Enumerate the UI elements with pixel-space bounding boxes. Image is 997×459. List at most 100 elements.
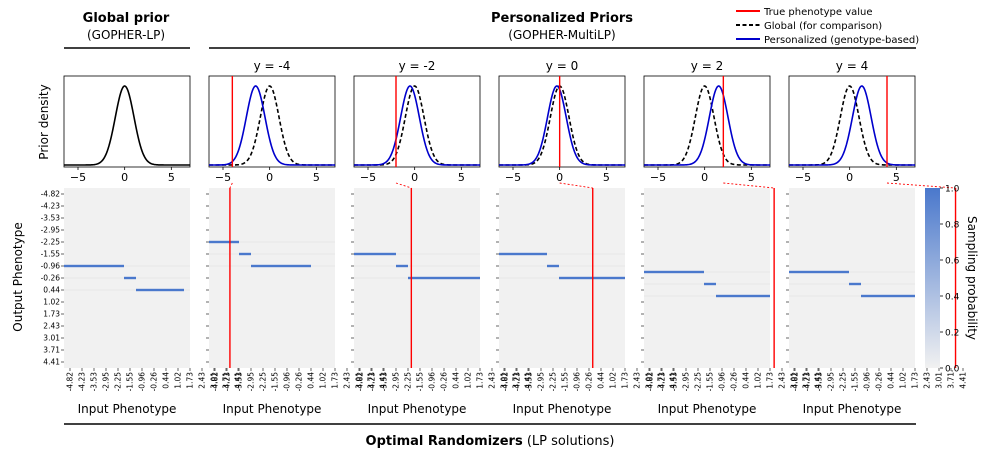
colorbar-tick-label-1: 0.2	[945, 329, 959, 339]
panel-label-y_m4: y = -4	[254, 59, 291, 73]
ytick-label-4: -2.25	[41, 238, 61, 247]
xtick-label-global-0: -4.82	[66, 372, 75, 392]
global-prior-subtitle: (GOPHER-LP)	[87, 28, 165, 42]
ytick-label-10: 1.73	[43, 310, 60, 319]
xtick-label-y_2-3: -2.95	[682, 372, 691, 392]
xtick-label-y_4-7: -0.26	[875, 372, 884, 392]
footer-caption: Optimal Randomizers (LP solutions)	[366, 434, 615, 449]
colorbar-label: Sampling probability	[965, 216, 979, 340]
personal-curve-y_2	[644, 85, 770, 166]
density-tick-label-y_m4-0: −5	[215, 171, 231, 184]
xtick-label-y_m4-2: -3.53	[235, 372, 244, 392]
xtick-label-y_0-2: -3.53	[525, 372, 534, 392]
prior-density-ylabel: Prior density	[37, 84, 51, 159]
colorbar-gradient	[925, 188, 940, 368]
ytick-label-11: 2.43	[43, 322, 60, 331]
panel-global: −5 0 5-4.82-4.23-3.53-2.95-2.25-1.55-0.96-…	[41, 75, 243, 416]
xtick-label-y_m2-14: 4.41	[524, 372, 533, 389]
xtick-label-global-2: -3.53	[90, 372, 99, 392]
footer-rest: (LP solutions)	[523, 434, 615, 449]
heatmap-segment-global-1	[124, 276, 136, 280]
colorbar-tick-label-2: 0.4	[945, 293, 960, 303]
density-tick-label-y_4-1: 0	[846, 171, 853, 184]
ytick-label-1: -4.23	[41, 202, 61, 211]
xtick-label-y_2-10: 1.73	[766, 372, 775, 389]
legend-global-label: Global (for comparison)	[764, 21, 882, 32]
xtick-label-global-7: -0.26	[150, 372, 159, 392]
xtick-label-y_2-4: -2.25	[694, 372, 703, 392]
panel-label-y_m2: y = -2	[399, 59, 436, 73]
density-tick-label-y_2-2: 5	[748, 171, 755, 184]
density-frame-y_m4	[208, 75, 336, 168]
xtick-label-y_m2-7: -0.26	[440, 372, 449, 392]
density-tick-label-y_2-0: −5	[650, 171, 666, 184]
xtick-label-y_0-9: 1.02	[609, 372, 618, 389]
density-tick-label-y_2-1: 0	[701, 171, 708, 184]
xtick-label-y_0-6: -0.96	[573, 372, 582, 392]
xtick-label-y_4-8: 0.44	[887, 372, 896, 389]
heatmap-segment-y_m2-0	[354, 252, 396, 256]
xtick-label-y_4-13: 3.71	[947, 372, 956, 389]
density-tick-label-global-0: −5	[70, 171, 86, 184]
global-prior-title: Global prior	[83, 11, 170, 26]
xtick-label-global-11: 2.43	[198, 372, 207, 389]
input-phenotype-xlabel-y_0: Input Phenotype	[513, 402, 612, 416]
heatmap-segment-y_m4-1	[239, 252, 251, 256]
xtick-label-y_m2-3: -2.95	[392, 372, 401, 392]
heatmap-segment-y_m2-2	[408, 276, 480, 280]
panel-y_0: y = 0−5 0 5-4.82 -4.23 -3.53 -2.95 -2.25 -1.55-…	[496, 59, 678, 416]
xtick-label-y_4-5: -1.55	[851, 372, 860, 392]
heatmap-segment-y_2-1	[704, 282, 716, 286]
true-value-connector-y_2	[723, 182, 775, 189]
heatmap-bg-y_4	[789, 188, 915, 368]
xtick-label-y_m4-5: -1.55	[271, 372, 280, 392]
xtick-label-global-12: 3.01	[210, 372, 219, 389]
xtick-label-y_m4-14: 4.41	[379, 372, 388, 389]
panel-label-y_0: y = 0	[546, 59, 578, 73]
density-frame-global	[63, 75, 191, 168]
input-phenotype-xlabel-global: Input Phenotype	[78, 402, 177, 416]
xtick-label-global-13: 3.71	[222, 372, 231, 389]
heatmap-segment-y_2-0	[644, 270, 704, 274]
xtick-label-global-5: -1.55	[126, 372, 135, 392]
true-value-connector-y_m2	[395, 182, 412, 189]
xtick-label-y_4-4: -2.25	[839, 372, 848, 392]
colorbar-tick-label-3: 0.6	[945, 257, 960, 267]
xtick-label-global-1: -4.23	[78, 372, 87, 392]
xtick-label-global-3: -2.95	[102, 372, 111, 392]
ytick-label-5: -1.55	[41, 250, 61, 259]
xtick-label-y_0-8: 0.44	[597, 372, 606, 389]
density-tick-label-y_0-2: 5	[603, 171, 610, 184]
density-tick-label-y_4-0: −5	[795, 171, 811, 184]
xtick-label-y_2-7: -0.26	[730, 372, 739, 392]
density-tick-label-y_4-2: 5	[893, 171, 900, 184]
xtick-label-y_4-12: 3.01	[935, 372, 944, 389]
xtick-label-y_m4-11: 2.43	[343, 372, 352, 389]
xtick-label-y_4-1: -4.23	[803, 372, 812, 392]
xtick-label-y_2-13: 3.71	[802, 372, 811, 389]
true-value-connector-y_4	[886, 182, 956, 189]
xtick-label-y_m2-9: 1.02	[464, 372, 473, 389]
xtick-label-y_m2-10: 1.73	[476, 372, 485, 389]
output-phenotype-ylabel: Output Phenotype	[11, 222, 25, 331]
xtick-label-y_4-3: -2.95	[827, 372, 836, 392]
xtick-label-global-4: -2.25	[114, 372, 123, 392]
input-phenotype-xlabel-y_m2: Input Phenotype	[368, 402, 467, 416]
xtick-label-y_0-0: -4.82	[501, 372, 510, 392]
global-comparison-curve-y_m4	[209, 85, 335, 166]
xtick-label-y_m2-12: 3.01	[500, 372, 509, 389]
xtick-label-y_m2-2: -3.53	[380, 372, 389, 392]
xtick-label-y_m2-8: 0.44	[452, 372, 461, 389]
ytick-label-12: 3.01	[43, 334, 60, 343]
density-frame-y_2	[643, 75, 771, 168]
global-curve-global	[64, 85, 190, 166]
xtick-label-y_m2-13: 3.71	[512, 372, 521, 389]
xtick-label-y_4-0: -4.82	[791, 372, 800, 392]
xtick-label-y_m4-4: -2.25	[259, 372, 268, 392]
ytick-label-13: 3.71	[43, 346, 60, 355]
personalized-priors-title: Personalized Priors	[491, 11, 633, 26]
xtick-label-y_0-14: 4.41	[669, 372, 678, 389]
xtick-label-y_0-13: 3.71	[657, 372, 666, 389]
xtick-label-y_m4-9: 1.02	[319, 372, 328, 389]
